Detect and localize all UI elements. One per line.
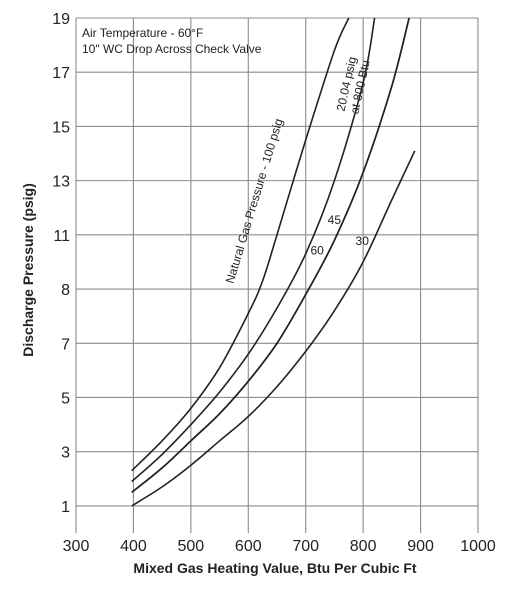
x-tick-label: 500 xyxy=(178,538,205,555)
y-tick-label: 8 xyxy=(61,282,70,299)
series-line-30 xyxy=(131,150,416,507)
y-axis-title: Discharge Pressure (psig) xyxy=(20,183,36,357)
grid-layer xyxy=(75,17,479,533)
y-tick-label: 3 xyxy=(61,445,70,462)
y-tick-label: 1 xyxy=(61,499,70,516)
annotation-check-valve-drop: 10" WC Drop Across Check Valve xyxy=(82,42,262,56)
y-tick-label: 17 xyxy=(52,65,70,82)
series-layer xyxy=(131,18,416,507)
x-tick-label: 300 xyxy=(63,538,90,555)
series-label-natural-gas-pressure-100-psig: Natural Gas Pressure - 100 psig xyxy=(223,117,286,285)
label-layer: Natural Gas Pressure - 100 psig 20.04 psi… xyxy=(223,55,373,285)
series-label-line: 60 xyxy=(310,244,324,258)
annotation-air-temperature: Air Temperature - 60°F xyxy=(82,26,203,40)
y-tick-label: 19 xyxy=(52,11,70,28)
y-tick-label: 11 xyxy=(53,228,70,245)
x-tick-label: 600 xyxy=(235,538,262,555)
y-tick-label: 5 xyxy=(61,390,70,407)
y-tick-label: 15 xyxy=(52,119,70,136)
series-label-line: 45 xyxy=(328,213,342,227)
series-line-20-04-psig-at-800-btu xyxy=(131,18,376,483)
x-tick-label: 400 xyxy=(120,538,147,555)
x-tick-label: 1000 xyxy=(460,538,496,555)
x-tick-label: 700 xyxy=(292,538,319,555)
series-label-line: 30 xyxy=(356,234,370,248)
series-label-45: 45 xyxy=(328,213,342,227)
x-tick-label: 900 xyxy=(407,538,434,555)
y-tick-label: 13 xyxy=(52,174,70,191)
x-tick-label: 800 xyxy=(350,538,377,555)
x-axis-title: Mixed Gas Heating Value, Btu Per Cubic F… xyxy=(133,560,417,576)
y-tick-label: 7 xyxy=(61,336,70,353)
series-label-30: 30 xyxy=(356,234,370,248)
series-line-natural-gas-pressure-100-psig xyxy=(131,18,350,472)
series-label-60: 60 xyxy=(310,244,324,258)
series-line-45 xyxy=(131,18,410,493)
series-label-line: Natural Gas Pressure - 100 psig xyxy=(223,117,286,285)
